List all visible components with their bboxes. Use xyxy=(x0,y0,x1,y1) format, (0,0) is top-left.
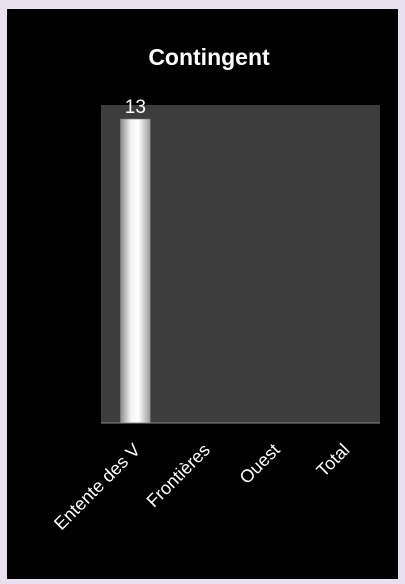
category-label-2: Ouest xyxy=(236,440,284,488)
category-label-3: Total xyxy=(312,440,353,481)
data-label-0: 13 xyxy=(125,97,146,118)
category-label-1: Frontières xyxy=(143,440,214,511)
bar-0 xyxy=(120,118,151,424)
chart-title: Contingent xyxy=(148,44,270,70)
chart-container: Contingent 13 Entente des V Frontières Oues… xyxy=(7,9,398,579)
category-label-0: Entente des V xyxy=(50,440,144,534)
